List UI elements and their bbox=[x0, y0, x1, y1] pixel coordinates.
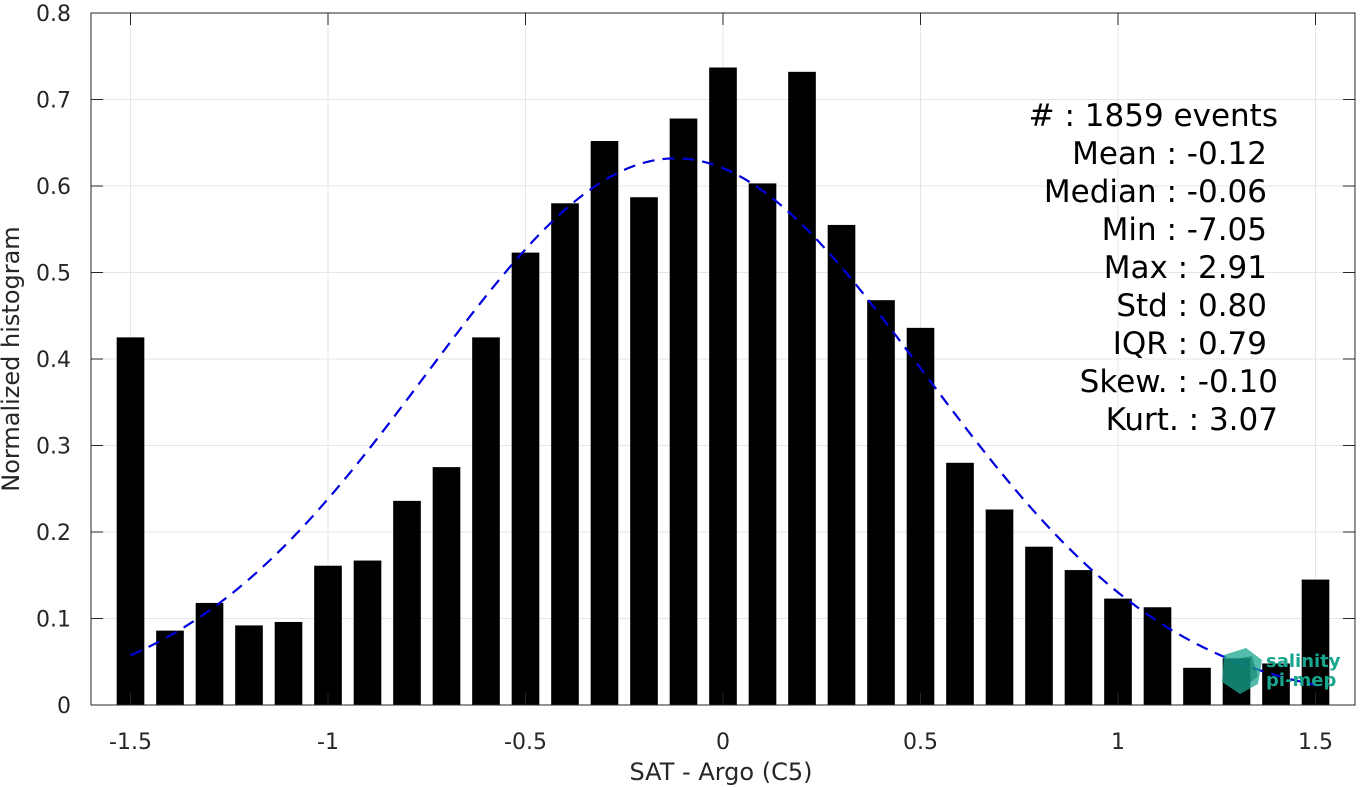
histogram-bar bbox=[1183, 667, 1211, 705]
x-tick-label: -0.5 bbox=[504, 730, 547, 755]
x-tick-label: 0.5 bbox=[903, 730, 938, 755]
stat-min: Min : -7.05 bbox=[1102, 212, 1267, 248]
histogram-bar bbox=[274, 621, 303, 705]
x-tick-label: 0 bbox=[716, 730, 730, 755]
x-tick-label: 1.5 bbox=[1298, 730, 1333, 755]
histogram-bar bbox=[788, 71, 816, 705]
histogram-bar bbox=[1064, 570, 1093, 705]
histogram-bar bbox=[472, 337, 500, 705]
histogram-bar bbox=[511, 252, 540, 706]
y-tick-label: 0.2 bbox=[36, 521, 71, 546]
y-tick-label: 0.7 bbox=[36, 89, 71, 114]
histogram-bar bbox=[590, 141, 619, 705]
y-tick-label: 0.6 bbox=[36, 175, 71, 200]
axis-ticks bbox=[91, 12, 1355, 706]
histogram-bar bbox=[827, 224, 856, 706]
histogram-bar bbox=[393, 500, 421, 705]
histogram-bar bbox=[353, 560, 382, 705]
x-tick-label: 1 bbox=[1111, 730, 1125, 755]
histogram-bar bbox=[1025, 546, 1053, 705]
histogram-bar bbox=[195, 602, 224, 705]
y-tick-label: 0.1 bbox=[36, 608, 71, 633]
statistics-annotation: # : 1859 events Mean : -0.12 Median : -0… bbox=[1029, 98, 1278, 438]
logo-text-line1: salinity bbox=[1266, 651, 1341, 672]
histogram-bar bbox=[906, 327, 935, 705]
stat-std: Std : 0.80 bbox=[1116, 288, 1267, 324]
stat-mean: Mean : -0.12 bbox=[1072, 136, 1267, 172]
stat-median: Median : -0.06 bbox=[1044, 174, 1267, 210]
histogram-bar bbox=[116, 337, 145, 705]
y-tick-label: 0.5 bbox=[36, 262, 71, 287]
y-tick-label: 0.4 bbox=[36, 348, 71, 373]
stat-skewness: Skew. : -0.10 bbox=[1080, 364, 1278, 400]
y-axis-label: Normalized histogram bbox=[0, 226, 25, 491]
histogram-bar bbox=[867, 300, 895, 705]
salinity-pimep-logo: salinity pi-mep bbox=[1222, 648, 1341, 694]
histogram-bar bbox=[669, 118, 698, 705]
histogram-bar bbox=[709, 67, 737, 706]
histogram-bar bbox=[551, 203, 579, 706]
gaussian-fit-curve bbox=[130, 157, 1316, 687]
x-axis-label: SAT - Argo (C5) bbox=[630, 758, 813, 786]
y-tick-label: 0.3 bbox=[36, 435, 71, 460]
histogram-bar bbox=[1104, 598, 1132, 705]
stat-max: Max : 2.91 bbox=[1104, 250, 1267, 286]
stat-iqr: IQR : 0.79 bbox=[1113, 326, 1267, 362]
x-tick-labels: -1.5 -1 -0.5 0 0.5 1 1.5 bbox=[109, 730, 1333, 755]
logo-text-line2: pi-mep bbox=[1266, 670, 1336, 691]
y-tick-label: 0 bbox=[57, 694, 71, 719]
y-tick-labels: 0 0.1 0.2 0.3 0.4 0.5 0.6 0.7 0.8 bbox=[36, 2, 71, 719]
x-tick-label: -1 bbox=[317, 730, 339, 755]
histogram-bars bbox=[116, 67, 1330, 706]
histogram-bar bbox=[630, 197, 658, 705]
histogram-bar bbox=[1262, 663, 1290, 705]
histogram-bar bbox=[985, 509, 1014, 705]
histogram-bar bbox=[1143, 607, 1172, 705]
stat-count: # : 1859 events bbox=[1029, 98, 1278, 134]
histogram-bar bbox=[946, 462, 974, 705]
histogram-bar bbox=[235, 625, 263, 705]
stat-kurtosis: Kurt. : 3.07 bbox=[1106, 402, 1278, 438]
histogram-bar bbox=[156, 630, 184, 705]
logo-cube-shade-icon bbox=[1228, 656, 1258, 688]
histogram-bar bbox=[748, 183, 777, 705]
x-tick-label: -1.5 bbox=[109, 730, 152, 755]
y-tick-label: 0.8 bbox=[36, 2, 71, 27]
histogram-bar bbox=[432, 467, 461, 705]
histogram-bar bbox=[314, 565, 342, 705]
